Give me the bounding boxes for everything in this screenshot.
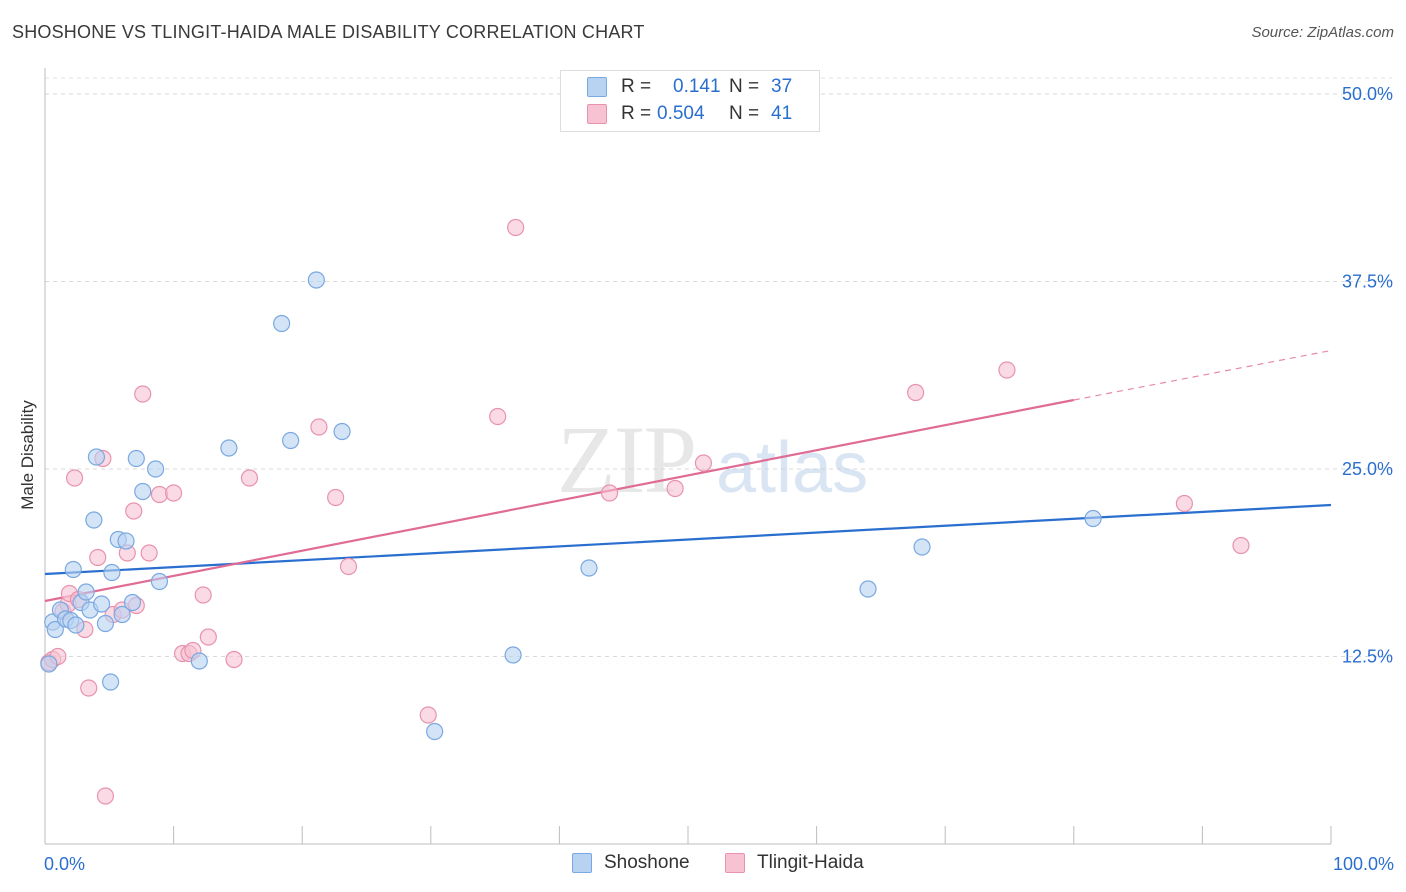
- tlingit-haida-point: [134, 385, 152, 403]
- tlingit-haida-point: [165, 484, 183, 502]
- tlingit-haida-point: [194, 586, 212, 604]
- shoshone-point: [101, 673, 120, 691]
- tlingit-haida-point: [419, 706, 437, 724]
- tlingit-haida-point: [125, 502, 143, 520]
- tlingit-haida-swatch: [725, 853, 745, 873]
- shoshone-swatch: [572, 853, 592, 873]
- tlingit-haida-point: [507, 218, 525, 237]
- shoshone-point: [67, 616, 85, 634]
- tlingit-haida-point: [694, 454, 713, 472]
- shoshone-point: [190, 652, 208, 670]
- x-tick-label-max: 100.0%: [1333, 854, 1394, 874]
- watermark-atlas: atlas: [716, 428, 868, 508]
- shoshone-point: [134, 482, 152, 501]
- legend-n-value: 41: [771, 103, 793, 124]
- y-tick-label: 37.5%: [1342, 272, 1393, 292]
- shoshone-point: [307, 271, 325, 289]
- legend-n-label: N =: [729, 76, 760, 97]
- legend-r-value: 0.141: [673, 76, 721, 97]
- shoshone-trend-line: [44, 503, 1332, 576]
- y-axis-label: Male Disability: [18, 400, 37, 510]
- grid-lines: [45, 77, 1392, 657]
- shoshone-point: [85, 511, 103, 529]
- legend-row-tlingit-haida: R = 0.504 N = 41: [587, 102, 792, 126]
- legend-item-shoshone[interactable]: Shoshone: [572, 852, 690, 874]
- shoshone-point: [46, 620, 64, 639]
- legend-r-label: R =: [621, 76, 652, 97]
- shoshone-point: [150, 572, 169, 591]
- shoshone-point: [127, 449, 145, 468]
- tlingit-haida-trend-extension: [1073, 349, 1332, 401]
- shoshone-point: [504, 646, 522, 664]
- legend-n-label: N =: [729, 103, 760, 124]
- y-tick-label: 25.0%: [1342, 459, 1393, 479]
- tlingit-haida-point: [327, 488, 345, 507]
- shoshone-point: [859, 580, 877, 598]
- tlingit-haida-point: [65, 469, 84, 487]
- x-tick-label-min: 0.0%: [44, 854, 85, 874]
- shoshone-point: [92, 595, 111, 613]
- y-tick-labels: 12.5% 25.0% 37.5% 50.0%: [1342, 84, 1393, 667]
- shoshone-point: [913, 538, 931, 556]
- chart-title: SHOSHONE VS TLINGIT-HAIDA MALE DISABILIT…: [12, 22, 645, 42]
- correlation-legend: R = 0.141 N = 37 R = 0.504 N = 41: [560, 70, 820, 132]
- y-tick-label: 12.5%: [1342, 647, 1393, 667]
- y-tick-label: 50.0%: [1342, 84, 1393, 104]
- tlingit-haida-point: [489, 407, 507, 426]
- legend-r-value: 0.504: [657, 103, 705, 124]
- shoshone-point: [220, 439, 238, 457]
- trend-lines: [44, 349, 1332, 603]
- tlingit-haida-label: Tlingit-Haida: [757, 852, 864, 873]
- legend-swatch-pink: [587, 104, 607, 124]
- source-label: Source: ZipAtlas.com: [1251, 24, 1394, 41]
- shoshone-point: [123, 593, 142, 612]
- shoshone-point: [146, 460, 165, 478]
- tlingit-haida-point: [225, 650, 243, 669]
- legend-item-tlingit-haida[interactable]: Tlingit-Haida: [725, 852, 864, 874]
- tlingit-haida-point: [89, 548, 107, 567]
- shoshone-points: [40, 271, 1102, 741]
- tlingit-haida-point: [140, 544, 158, 562]
- shoshone-point: [113, 605, 131, 624]
- shoshone-point: [87, 448, 106, 466]
- legend-n-value: 37: [771, 76, 793, 97]
- shoshone-point: [96, 614, 115, 633]
- shoshone-point: [40, 655, 58, 673]
- shoshone-point: [77, 583, 95, 601]
- tlingit-haida-point: [80, 679, 98, 697]
- tlingit-haida-points: [40, 218, 1250, 805]
- shoshone-point: [273, 314, 291, 333]
- tlingit-haida-point: [240, 469, 259, 487]
- series-legend: Shoshone Tlingit-Haida: [0, 852, 1406, 878]
- tlingit-haida-point: [600, 484, 619, 502]
- tlingit-haida-point: [1232, 536, 1250, 555]
- shoshone-point: [333, 422, 351, 441]
- shoshone-point: [117, 532, 135, 550]
- tlingit-haida-point: [150, 485, 169, 504]
- legend-row-shoshone: R = 0.141 N = 37: [587, 75, 792, 99]
- legend-r-label: R =: [621, 103, 652, 124]
- x-tick-labels: 0.0% 100.0%: [44, 854, 1394, 874]
- shoshone-point: [103, 563, 121, 582]
- tlingit-haida-point: [907, 383, 925, 402]
- shoshone-label: Shoshone: [604, 852, 690, 873]
- shoshone-point: [426, 722, 444, 741]
- tlingit-haida-point: [666, 479, 684, 498]
- tlingit-haida-trend-line: [44, 398, 1075, 603]
- shoshone-point: [580, 559, 598, 577]
- shoshone-point: [282, 431, 300, 450]
- shoshone-point: [1084, 509, 1102, 528]
- tlingit-haida-point: [998, 361, 1016, 379]
- tlingit-haida-point: [199, 628, 217, 646]
- tlingit-haida-point: [1175, 494, 1193, 513]
- legend-swatch-blue: [587, 77, 607, 97]
- tlingit-haida-point: [310, 418, 328, 436]
- axes: [44, 68, 1332, 845]
- tlingit-haida-point: [96, 787, 115, 805]
- shoshone-point: [64, 560, 82, 579]
- tlingit-haida-point: [339, 557, 358, 576]
